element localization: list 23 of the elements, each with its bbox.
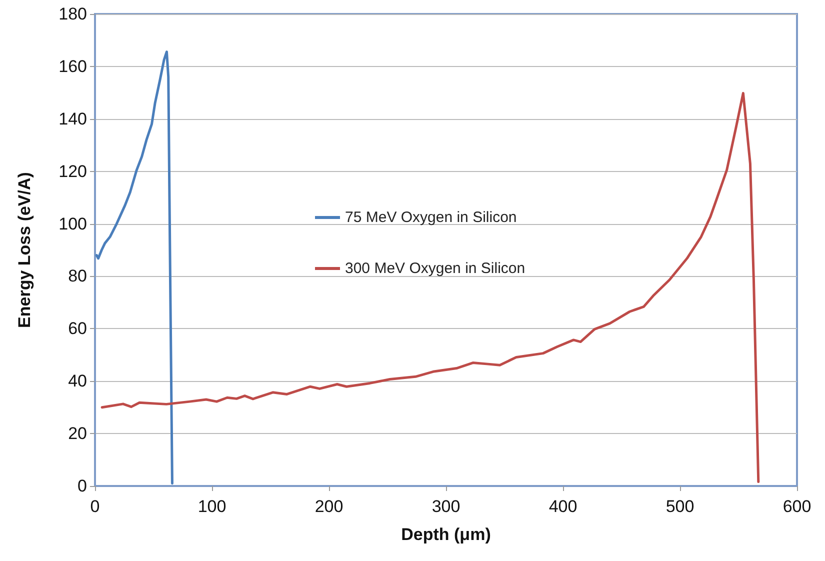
- x-tick-label: 400: [548, 497, 578, 516]
- y-tick-label: 160: [58, 56, 87, 76]
- y-tick-label: 20: [68, 424, 87, 444]
- y-tick-label: 180: [58, 4, 87, 24]
- y-axis-title: Energy Loss (eV/A): [15, 172, 34, 328]
- legend-label: 75 MeV Oxygen in Silicon: [345, 209, 517, 226]
- y-tick-label: 60: [68, 319, 87, 338]
- x-tick-label: 200: [314, 497, 344, 516]
- y-tick-label: 140: [58, 109, 87, 128]
- y-tick-label: 0: [78, 476, 87, 496]
- y-tick-label: 80: [68, 266, 87, 286]
- y-tick-label: 40: [68, 372, 87, 391]
- x-tick-label: 0: [90, 497, 100, 516]
- x-tick-label: 600: [782, 497, 812, 516]
- line-series: [100, 92, 760, 484]
- legend-label: 300 MeV Oxygen in Silicon: [345, 260, 526, 277]
- line-series: [95, 50, 174, 485]
- y-tick-label: 100: [58, 214, 87, 234]
- x-tick-label: 100: [198, 497, 226, 516]
- x-tick-label: 500: [666, 497, 694, 516]
- x-tick-label: 300: [432, 497, 460, 516]
- x-axis-title: Depth (μm): [401, 525, 491, 544]
- y-tick-label: 120: [58, 162, 87, 181]
